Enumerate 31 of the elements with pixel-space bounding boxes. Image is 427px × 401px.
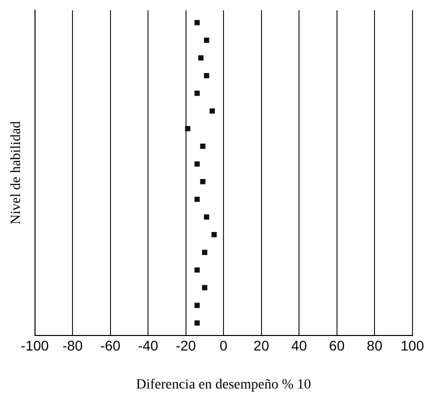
point xyxy=(200,179,206,184)
x-tick-label: -20 xyxy=(176,338,196,354)
point xyxy=(204,38,210,43)
point xyxy=(194,320,200,326)
x-tick-label: 60 xyxy=(329,338,345,354)
x-tick-label: -80 xyxy=(62,338,83,354)
point xyxy=(204,214,210,220)
point xyxy=(212,232,217,238)
point xyxy=(194,267,200,273)
x-tick-label: -60 xyxy=(100,338,121,354)
point xyxy=(194,90,200,96)
point xyxy=(200,144,206,149)
x-tick-label: 20 xyxy=(254,338,270,354)
x-tick-label: 80 xyxy=(366,338,383,354)
x-tick-label: 40 xyxy=(291,338,308,354)
x-tick-label: -100 xyxy=(20,338,50,354)
point xyxy=(194,302,200,308)
x-tick-label: 100 xyxy=(400,338,424,354)
x-axis-title: Diferencia en desempeño % 10 xyxy=(136,377,312,392)
point xyxy=(185,126,190,132)
point xyxy=(202,285,208,290)
x-tick-label: -40 xyxy=(138,338,158,354)
point xyxy=(210,108,215,114)
y-axis-title: Nivel de habilidad xyxy=(9,121,24,225)
point xyxy=(194,20,200,26)
point xyxy=(198,55,204,61)
point xyxy=(194,196,200,202)
point xyxy=(194,161,200,167)
point xyxy=(202,250,208,255)
point xyxy=(204,72,210,78)
x-tick-label: 0 xyxy=(220,338,228,354)
